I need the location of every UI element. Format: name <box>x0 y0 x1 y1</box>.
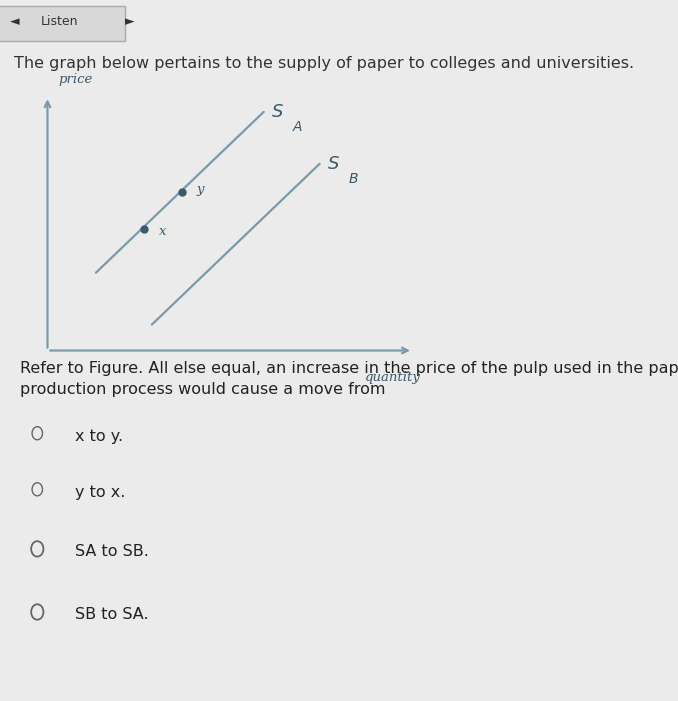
Text: SA to SB.: SA to SB. <box>75 544 148 559</box>
Text: y: y <box>197 183 204 196</box>
Text: y to x.: y to x. <box>75 484 125 500</box>
Text: price: price <box>59 73 93 86</box>
Text: Listen: Listen <box>41 15 78 28</box>
Text: production process would cause a move from: production process would cause a move fr… <box>20 382 386 397</box>
Text: x: x <box>159 225 167 238</box>
Text: Refer to Figure. All else equal, an increase in the price of the pulp used in th: Refer to Figure. All else equal, an incr… <box>20 361 678 376</box>
Text: $B$: $B$ <box>348 172 358 186</box>
Text: $A$: $A$ <box>292 121 303 135</box>
Text: ►: ► <box>125 15 135 28</box>
Text: SB to SA.: SB to SA. <box>75 607 148 622</box>
Text: x to y.: x to y. <box>75 428 123 444</box>
Text: The graph below pertains to the supply of paper to colleges and universities.: The graph below pertains to the supply o… <box>14 56 634 72</box>
Text: $S$: $S$ <box>271 103 284 121</box>
Text: $S$: $S$ <box>327 155 340 172</box>
FancyBboxPatch shape <box>0 6 125 41</box>
Text: quantity: quantity <box>365 372 420 384</box>
Text: ◄: ◄ <box>10 15 20 28</box>
